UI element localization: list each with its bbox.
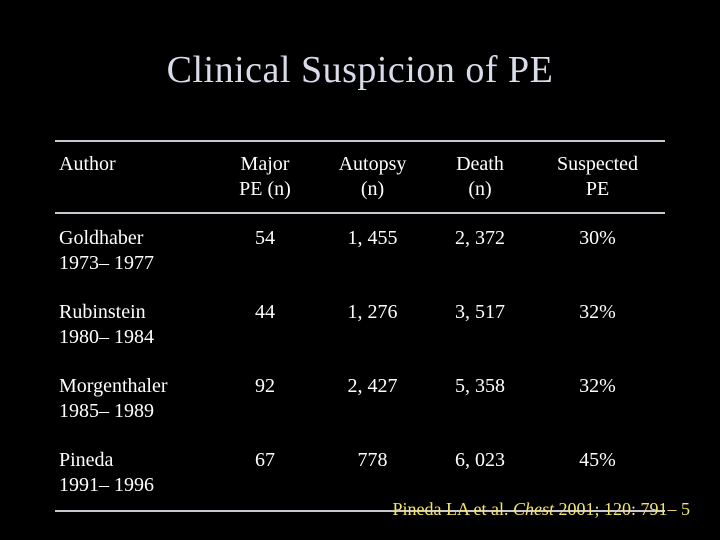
cell-major-pe: 44 bbox=[215, 288, 315, 362]
cell-major-pe: 92 bbox=[215, 362, 315, 436]
cell-author: Pineda 1991– 1996 bbox=[55, 436, 215, 511]
col-header-autopsy: Autopsy (n) bbox=[315, 141, 430, 213]
cell-author: Goldhaber 1973– 1977 bbox=[55, 213, 215, 288]
col-header-author: Author bbox=[55, 141, 215, 213]
citation: Pineda LA et al. Chest 2001; 120: 791– 5 bbox=[392, 499, 690, 520]
author-name: Pineda bbox=[59, 448, 211, 473]
author-years: 1985– 1989 bbox=[59, 399, 211, 424]
citation-journal: Chest bbox=[513, 499, 554, 519]
col-header-death-l2: (n) bbox=[434, 177, 526, 202]
table-row: Morgenthaler 1985– 1989 92 2, 427 5, 358… bbox=[55, 362, 665, 436]
citation-suffix: 2001; 120: 791– 5 bbox=[554, 499, 690, 519]
col-header-suspected-l1: Suspected bbox=[534, 152, 661, 177]
cell-author: Morgenthaler 1985– 1989 bbox=[55, 362, 215, 436]
cell-author: Rubinstein 1980– 1984 bbox=[55, 288, 215, 362]
cell-major-pe: 54 bbox=[215, 213, 315, 288]
col-header-autopsy-l2: (n) bbox=[319, 177, 426, 202]
table-body: Goldhaber 1973– 1977 54 1, 455 2, 372 30… bbox=[55, 213, 665, 511]
table-row: Rubinstein 1980– 1984 44 1, 276 3, 517 3… bbox=[55, 288, 665, 362]
author-years: 1980– 1984 bbox=[59, 325, 211, 350]
col-header-death-l1: Death bbox=[434, 152, 526, 177]
col-header-suspected-l2: PE bbox=[534, 177, 661, 202]
cell-suspected: 32% bbox=[530, 362, 665, 436]
cell-autopsy: 1, 455 bbox=[315, 213, 430, 288]
cell-major-pe: 67 bbox=[215, 436, 315, 511]
cell-suspected: 32% bbox=[530, 288, 665, 362]
author-name: Goldhaber bbox=[59, 226, 211, 251]
citation-prefix: Pineda LA et al. bbox=[392, 499, 512, 519]
slide-title: Clinical Suspicion of PE bbox=[0, 48, 720, 92]
table-row: Goldhaber 1973– 1977 54 1, 455 2, 372 30… bbox=[55, 213, 665, 288]
author-years: 1991– 1996 bbox=[59, 473, 211, 498]
col-header-major-pe-l1: Major bbox=[219, 152, 311, 177]
author-name: Morgenthaler bbox=[59, 374, 211, 399]
cell-autopsy: 1, 276 bbox=[315, 288, 430, 362]
col-header-suspected: Suspected PE bbox=[530, 141, 665, 213]
col-header-major-pe: Major PE (n) bbox=[215, 141, 315, 213]
author-name: Rubinstein bbox=[59, 300, 211, 325]
cell-death: 2, 372 bbox=[430, 213, 530, 288]
author-years: 1973– 1977 bbox=[59, 251, 211, 276]
col-header-death: Death (n) bbox=[430, 141, 530, 213]
cell-suspected: 30% bbox=[530, 213, 665, 288]
cell-autopsy: 2, 427 bbox=[315, 362, 430, 436]
table-header-row: Author Major PE (n) Autopsy (n) Death (n… bbox=[55, 141, 665, 213]
data-table: Author Major PE (n) Autopsy (n) Death (n… bbox=[55, 140, 665, 512]
cell-death: 5, 358 bbox=[430, 362, 530, 436]
cell-death: 3, 517 bbox=[430, 288, 530, 362]
data-table-container: Author Major PE (n) Autopsy (n) Death (n… bbox=[55, 140, 665, 512]
col-header-major-pe-l2: PE (n) bbox=[219, 177, 311, 202]
col-header-autopsy-l1: Autopsy bbox=[319, 152, 426, 177]
